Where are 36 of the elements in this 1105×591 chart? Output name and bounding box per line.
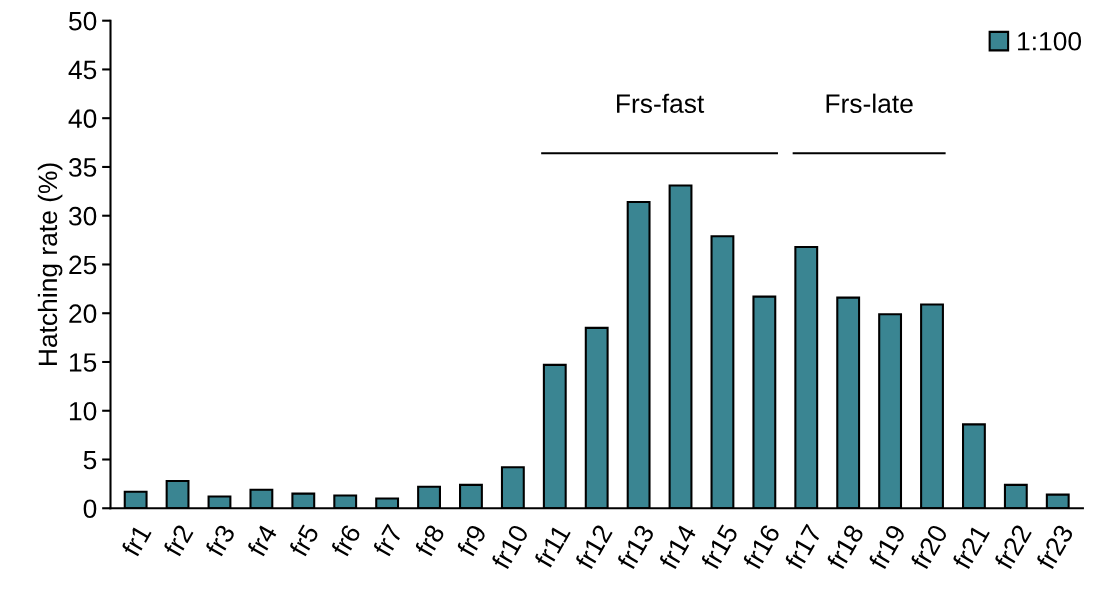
- y-tick-label: 5: [83, 450, 97, 470]
- annotation: Frs-late: [826, 93, 913, 113]
- x-tick-label: fr18: [825, 523, 865, 571]
- y-tick-label: 25: [69, 255, 97, 275]
- x-tick-label: fr10: [490, 523, 530, 571]
- x-tick-label: fr12: [574, 523, 613, 571]
- x-tick-label: fr14: [658, 522, 697, 571]
- y-tick-label: 40: [68, 109, 97, 129]
- y-tick-label: 45: [68, 60, 97, 80]
- y-axis-title: Hatching rate (%): [37, 163, 63, 365]
- x-tick-label: fr13: [616, 523, 655, 571]
- x-tick-label: fr6: [330, 523, 362, 559]
- x-tick-label: fr23: [1035, 523, 1074, 571]
- x-tick-label: fr7: [371, 523, 404, 559]
- x-tick-label: fr3: [204, 523, 236, 559]
- y-tick-label: 35: [68, 158, 97, 177]
- y-tick-label: 0: [83, 499, 97, 519]
- y-tick-label: 30: [68, 206, 97, 226]
- y-tick-label: 15: [69, 353, 97, 372]
- x-tick-label: fr16: [741, 523, 781, 571]
- legend-label: 1:100: [1018, 31, 1082, 51]
- y-tick-label: 10: [69, 401, 97, 421]
- x-tick-label: fr20: [909, 523, 949, 571]
- y-tick-label: 20: [69, 304, 97, 324]
- x-tick-label: fr4: [246, 522, 278, 559]
- x-tick-label: fr5: [288, 523, 320, 559]
- x-tick-label: fr19: [867, 523, 907, 571]
- x-tick-label: fr2: [162, 523, 194, 559]
- x-tick-label: fr22: [993, 523, 1032, 571]
- x-tick-label: fr11: [533, 523, 571, 570]
- x-tick-label: fr8: [413, 523, 446, 559]
- annotation: Frs-fast: [617, 93, 705, 113]
- x-tick-label: fr9: [455, 523, 488, 559]
- y-tick-label: 50: [69, 11, 97, 31]
- x-tick-label: fr1: [120, 523, 152, 559]
- x-tick-label: fr21: [951, 523, 990, 571]
